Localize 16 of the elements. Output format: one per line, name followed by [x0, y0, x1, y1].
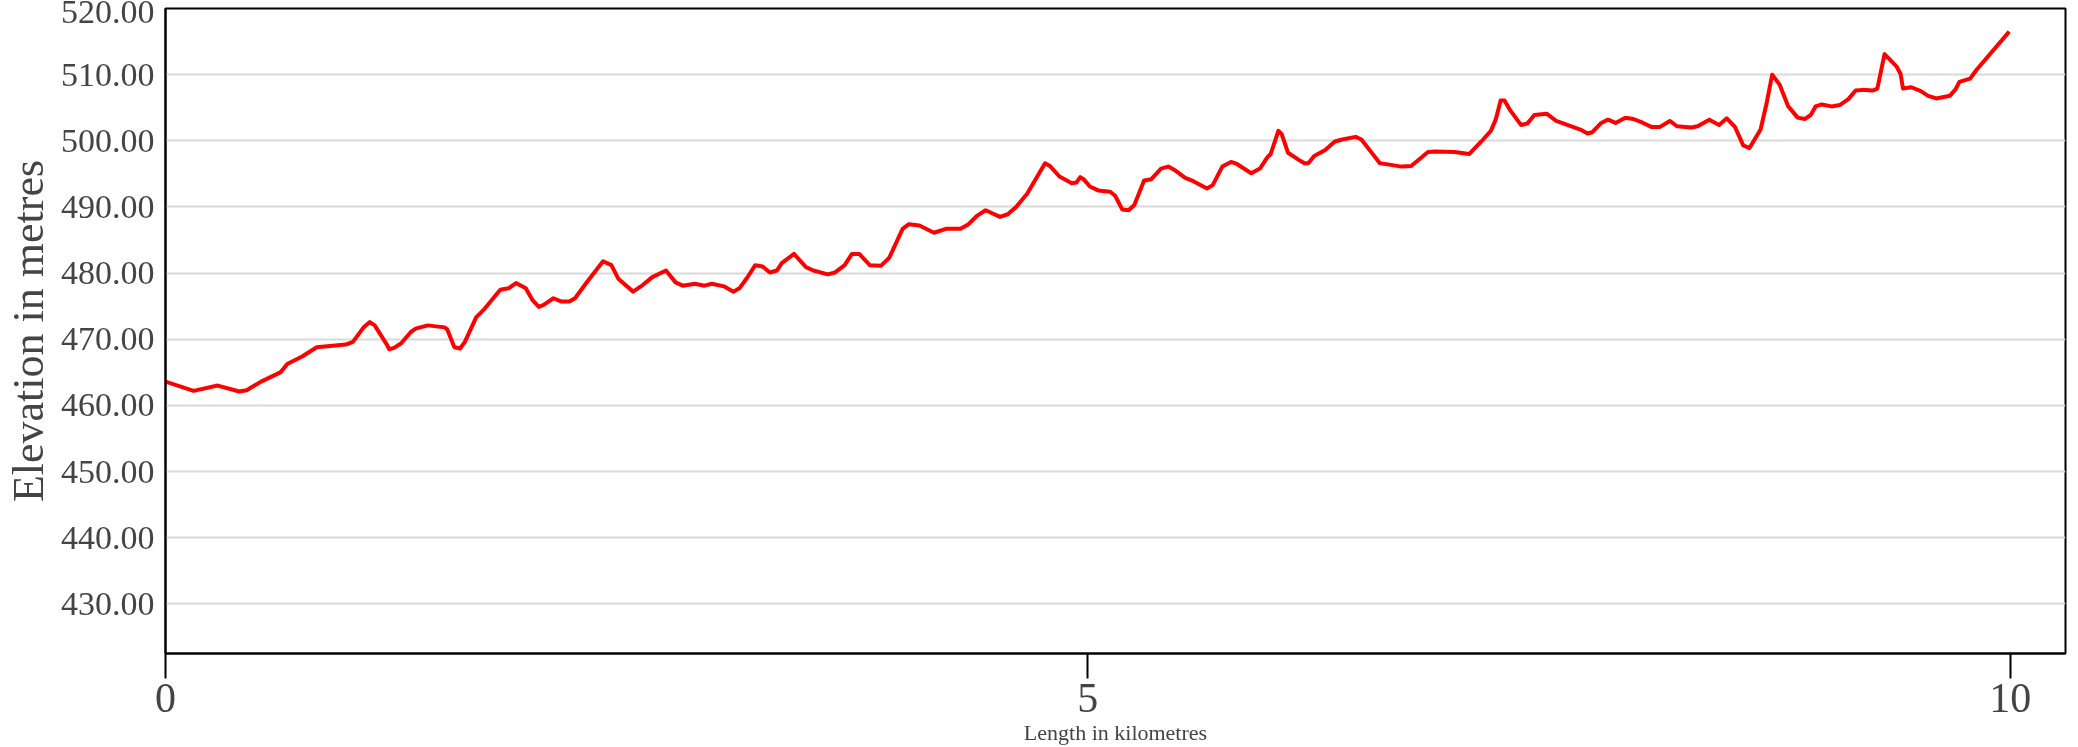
- y-tick-label: 470.00: [61, 320, 155, 358]
- y-tick-label: 480.00: [61, 254, 155, 292]
- x-tick-label: 10: [1989, 674, 2032, 721]
- y-tick-label: 510.00: [61, 55, 155, 93]
- y-tick-label: 430.00: [61, 584, 155, 622]
- x-tick-label: 5: [1077, 674, 1099, 721]
- y-tick-label: 490.00: [61, 187, 155, 225]
- y-axis-title: Elevation in metres: [4, 159, 53, 503]
- y-tick-label: 520.00: [61, 0, 155, 30]
- y-tick-label: 450.00: [61, 452, 155, 490]
- line-series: [165, 29, 2012, 394]
- x-axis-title: Length in kilometres: [1023, 719, 1208, 745]
- y-tick-label: 440.00: [61, 518, 155, 556]
- y-tick-label: 500.00: [61, 121, 155, 159]
- x-tick-label: 0: [155, 674, 176, 721]
- y-tick-label: 460.00: [61, 386, 155, 424]
